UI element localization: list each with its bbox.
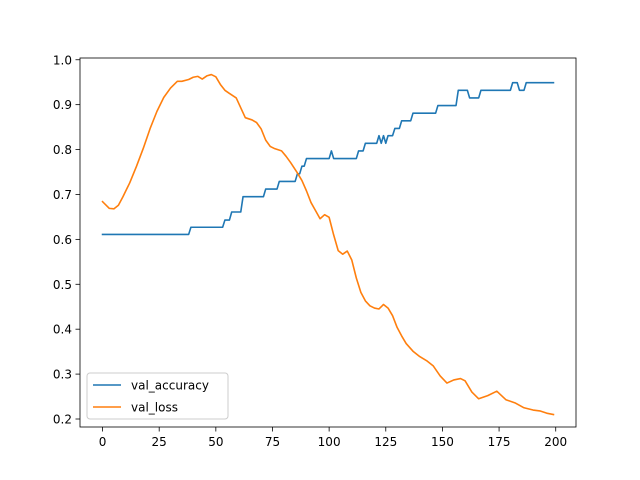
series-line-val-loss: [101, 73, 555, 416]
x-tick-label: 75: [265, 435, 280, 449]
x-tick-label: 125: [374, 435, 397, 449]
y-tick-label: 0.5: [53, 278, 72, 292]
y-tick-label: 0.3: [53, 368, 72, 382]
x-tick-label: 150: [431, 435, 454, 449]
legend-label-val-accuracy: val_accuracy: [131, 379, 209, 393]
x-tick-label: 0: [99, 435, 107, 449]
x-tick-label: 25: [152, 435, 167, 449]
y-tick-label: 0.4: [53, 323, 72, 337]
x-tick-label: 175: [488, 435, 511, 449]
legend-box: [86, 372, 229, 420]
y-tick-label: 0.6: [53, 233, 72, 247]
legend-label-val-loss: val_loss: [131, 401, 178, 415]
x-tick-label: 200: [544, 435, 567, 449]
y-tick-label: 0.9: [53, 98, 72, 112]
y-axis-ticks: 0.2 0.3 0.4 0.5 0.6 0.7 0.8 0.9 1.0: [53, 53, 80, 427]
legend: val_accuracy val_loss: [86, 372, 229, 420]
axes-frame: [79, 57, 577, 428]
y-tick-label: 1.0: [53, 53, 72, 67]
series-lines: [101, 73, 555, 416]
x-tick-label: 100: [318, 435, 341, 449]
x-axis-ticks: 0 25 50 75 100 125 150 175 200: [99, 427, 567, 449]
axes-border: [79, 57, 577, 428]
series-line-val-accuracy: [101, 81, 555, 236]
y-tick-label: 0.2: [53, 413, 72, 427]
y-tick-label: 0.8: [53, 143, 72, 157]
y-tick-label: 0.7: [53, 188, 72, 202]
x-tick-label: 50: [208, 435, 223, 449]
